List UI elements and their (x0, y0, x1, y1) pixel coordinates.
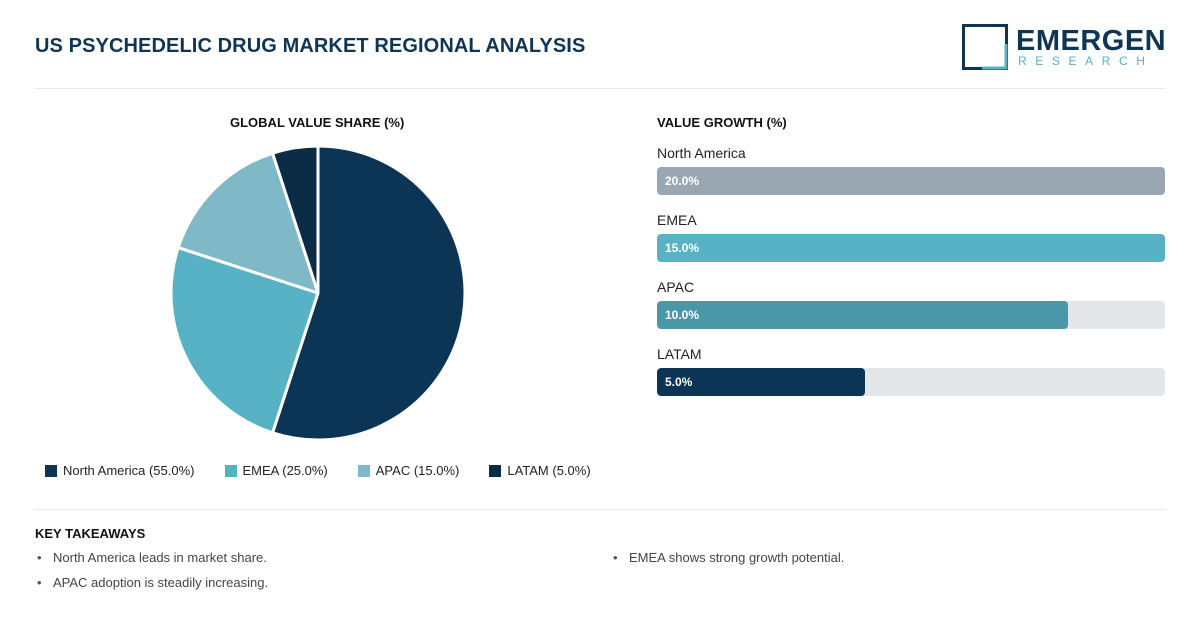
bar-track-north-america: 20.0% (657, 167, 1165, 195)
growth-bar-north-america: North America 20.0% (657, 144, 1165, 195)
legend-swatch-apac (357, 464, 370, 477)
bar-chart-title: VALUE GROWTH (%) (657, 115, 787, 130)
legend-swatch-latam (489, 464, 502, 477)
legend-item-latam: LATAM (5.0%) (489, 463, 591, 478)
bar-track-apac: 10.0% (657, 301, 1165, 329)
bar-value-emea: 15.0% (665, 241, 700, 255)
pie-chart-title: GLOBAL VALUE SHARE (%) (230, 115, 405, 130)
legend-item-north-america: North America (55.0%) (45, 463, 195, 478)
pie-slice-latam (271, 144, 320, 295)
bar-fill-north-america (657, 167, 1165, 195)
legend-swatch-north-america (45, 464, 57, 477)
legend-label-apac: APAC (15.0%) (375, 463, 460, 478)
bar-label-north-america: North America (657, 145, 746, 161)
key-takeaways-title: KEY TAKEAWAYS (35, 526, 146, 541)
page-title: US PSYCHEDELIC DRUG MARKET REGIONAL ANAL… (35, 35, 586, 57)
growth-bar-emea: EMEA 15.0% (657, 211, 1165, 262)
logo-subtitle: RESEARCH (1018, 54, 1154, 68)
legend-swatch-emea (224, 464, 237, 477)
value-share-pie-chart (169, 144, 467, 442)
bar-track-emea: 15.0% (657, 234, 1165, 262)
bar-label-apac: APAC (657, 279, 695, 295)
takeaways-divider (35, 509, 1165, 510)
bar-value-latam: 5.0% (665, 375, 693, 389)
takeaway-item: APAC adoption is steadily increasing. (35, 575, 268, 590)
bar-fill-emea (657, 234, 1165, 262)
logo-mark-icon (962, 24, 1008, 70)
bar-track-latam: 5.0% (657, 368, 1165, 396)
pie-legend: North America (55.0%) EMEA (25.0%) APAC … (45, 463, 621, 478)
pie-slice-north-america (271, 144, 467, 442)
legend-label-emea: EMEA (25.0%) (242, 463, 328, 478)
emergen-research-logo: EMERGEN RESEARCH (962, 24, 1166, 72)
logo-wordmark: EMERGEN (1016, 25, 1167, 57)
legend-label-north-america: North America (55.0%) (63, 463, 195, 478)
takeaway-item: North America leads in market share. (35, 550, 267, 565)
legend-item-emea: EMEA (25.0%) (224, 463, 328, 478)
header-divider (35, 88, 1165, 89)
growth-bar-apac: APAC 10.0% (657, 278, 1165, 329)
bar-value-apac: 10.0% (665, 308, 700, 322)
bar-fill-apac (657, 301, 1069, 329)
legend-label-latam: LATAM (5.0%) (507, 463, 591, 478)
growth-bar-latam: LATAM 5.0% (657, 345, 1165, 396)
legend-item-apac: APAC (15.0%) (357, 463, 460, 478)
bar-value-north-america: 20.0% (665, 174, 700, 188)
takeaway-item: EMEA shows strong growth potential. (611, 550, 844, 565)
bar-label-latam: LATAM (657, 346, 702, 362)
pie-slice-emea (169, 246, 320, 435)
bar-label-emea: EMEA (657, 212, 697, 228)
bar-fill-latam (657, 368, 866, 396)
